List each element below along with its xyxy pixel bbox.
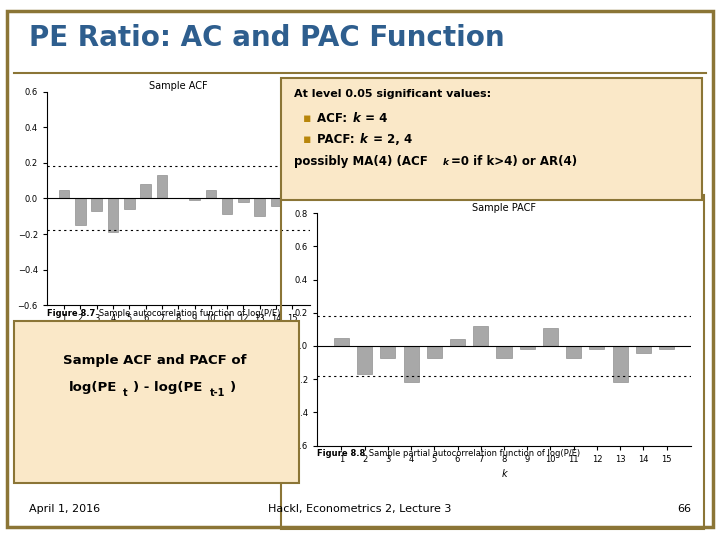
Bar xyxy=(497,346,511,357)
X-axis label: k: k xyxy=(501,469,507,479)
Bar xyxy=(636,346,651,353)
Text: log(PE: log(PE xyxy=(68,381,117,394)
Bar xyxy=(590,346,605,349)
Text: 66: 66 xyxy=(678,504,691,514)
Text: t-1: t-1 xyxy=(210,388,225,398)
Text: ▪: ▪ xyxy=(302,112,311,125)
Bar xyxy=(287,195,297,198)
Bar xyxy=(659,346,674,349)
Bar xyxy=(450,339,465,346)
Text: ACF:: ACF: xyxy=(317,112,351,125)
Text: Figure 8.7: Figure 8.7 xyxy=(47,309,95,318)
Bar xyxy=(108,198,118,232)
Text: Sample ACF and PACF of: Sample ACF and PACF of xyxy=(63,354,246,367)
Bar xyxy=(238,198,248,202)
Bar xyxy=(254,198,265,216)
Text: Figure 8.8: Figure 8.8 xyxy=(317,449,365,458)
Bar xyxy=(380,346,395,357)
Text: Hackl, Econometrics 2, Lecture 3: Hackl, Econometrics 2, Lecture 3 xyxy=(269,504,451,514)
Text: possibly MA(4) (ACF: possibly MA(4) (ACF xyxy=(294,155,428,168)
Text: k: k xyxy=(360,133,368,146)
Bar xyxy=(205,190,216,198)
Text: PACF:: PACF: xyxy=(317,133,359,146)
Text: k: k xyxy=(353,112,361,125)
X-axis label: k: k xyxy=(176,329,181,339)
Text: = 2, 4: = 2, 4 xyxy=(369,133,412,146)
Text: At level 0.05 significant values:: At level 0.05 significant values: xyxy=(294,89,491,99)
Bar xyxy=(473,326,488,346)
Bar xyxy=(403,346,418,382)
Text: t: t xyxy=(123,388,127,398)
Bar xyxy=(222,198,233,214)
Bar xyxy=(75,198,86,225)
Text: Sample autocorrelation function of log(P/E): Sample autocorrelation function of log(P… xyxy=(91,309,281,318)
Title: Sample ACF: Sample ACF xyxy=(149,81,207,91)
Text: ) - log(PE: ) - log(PE xyxy=(133,381,202,394)
Text: ▪: ▪ xyxy=(302,133,311,146)
Bar xyxy=(566,346,581,357)
Text: =0 if k>4) or AR(4): =0 if k>4) or AR(4) xyxy=(451,155,577,168)
Bar xyxy=(543,328,558,346)
Bar xyxy=(271,198,282,206)
Bar xyxy=(91,198,102,211)
Bar xyxy=(334,338,349,346)
Bar xyxy=(189,198,200,200)
Text: = 4: = 4 xyxy=(361,112,388,125)
Bar xyxy=(427,346,442,357)
Bar xyxy=(613,346,628,382)
Text: Sample partial autocorrelation function of log(P/E): Sample partial autocorrelation function … xyxy=(361,449,580,458)
Bar xyxy=(59,190,69,198)
Bar xyxy=(124,198,135,209)
Text: April 1, 2016: April 1, 2016 xyxy=(29,504,100,514)
Bar xyxy=(357,346,372,374)
Text: ): ) xyxy=(230,381,237,394)
Text: k: k xyxy=(443,158,449,167)
Bar xyxy=(140,184,151,198)
Bar xyxy=(520,346,535,349)
Bar xyxy=(156,176,167,198)
Title: Sample PACF: Sample PACF xyxy=(472,202,536,213)
Text: PE Ratio: AC and PAC Function: PE Ratio: AC and PAC Function xyxy=(29,24,505,52)
